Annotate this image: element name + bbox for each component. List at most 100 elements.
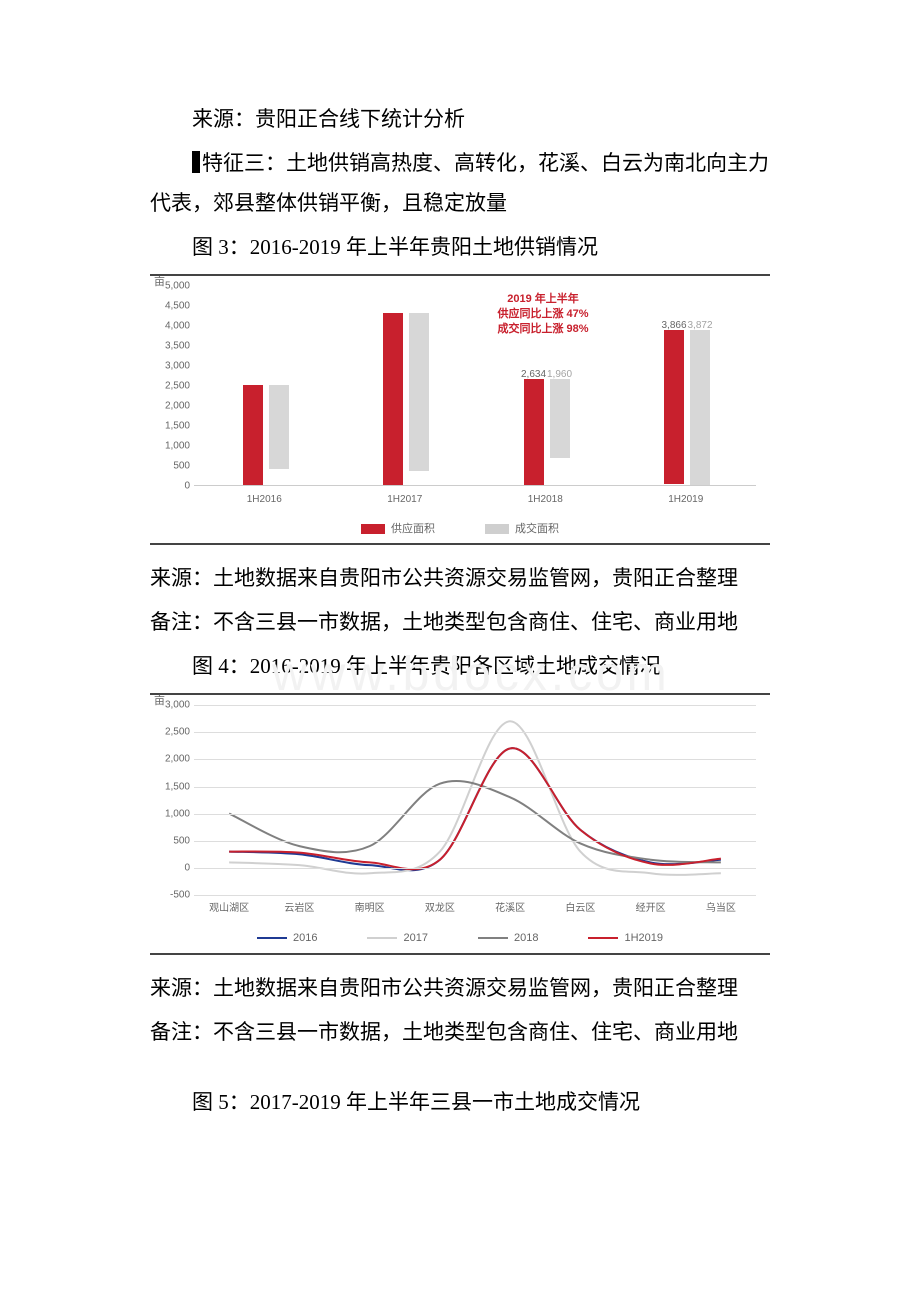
bar bbox=[383, 313, 403, 485]
legend-2018: 2018 bbox=[478, 928, 538, 949]
bar-xtick: 1H2017 bbox=[335, 490, 476, 509]
line-xtick: 南明区 bbox=[335, 899, 405, 918]
line-ytick: 0 bbox=[156, 858, 190, 877]
bar-legend: 供应面积 成交面积 bbox=[154, 519, 766, 540]
line-ytick: 1,500 bbox=[156, 777, 190, 796]
line-ytick: -500 bbox=[156, 886, 190, 905]
line-swatch-icon bbox=[257, 937, 287, 939]
line-xtick: 经开区 bbox=[616, 899, 686, 918]
bar-xtick: 1H2019 bbox=[616, 490, 757, 509]
legend-1h2019: 1H2019 bbox=[588, 928, 663, 949]
bar-xtick: 1H2016 bbox=[194, 490, 335, 509]
line-xtick: 观山湖区 bbox=[194, 899, 264, 918]
legend-label: 2016 bbox=[293, 932, 317, 944]
legend-label: 供应面积 bbox=[391, 523, 435, 535]
bar-annotation: 2019 年上半年 供应同比上涨 47% 成交同比上涨 98% bbox=[497, 292, 588, 338]
line-series bbox=[229, 781, 721, 862]
fig4-title-wrap: 图 4：2016-2019 年上半年贵阳各区域土地成交情况 www.bdocx.… bbox=[150, 647, 770, 687]
bar: 3,866 bbox=[664, 330, 684, 485]
bar-group: 3,866 3,872 bbox=[652, 330, 722, 485]
bar: 1,960 bbox=[550, 379, 570, 457]
line-xtick: 白云区 bbox=[545, 899, 615, 918]
line-chart: 亩 -50005001,0001,5002,0002,5003,000 观山湖区… bbox=[150, 693, 770, 955]
bar-chart: 亩 2019 年上半年 供应同比上涨 47% 成交同比上涨 98% 05001,… bbox=[150, 274, 770, 546]
bar-ytick: 5,000 bbox=[156, 276, 190, 295]
bar-value-label: 3,872 bbox=[688, 316, 713, 335]
bar-group: 2,634 1,960 bbox=[512, 379, 582, 484]
annot-line2: 供应同比上涨 47% bbox=[497, 307, 588, 322]
swatch-red-icon bbox=[361, 524, 385, 534]
line-legend: 2016 2017 2018 1H2019 bbox=[154, 928, 766, 949]
bar: 3,872 bbox=[690, 330, 710, 485]
line-plot-area: 亩 -50005001,0001,5002,0002,5003,000 bbox=[194, 705, 756, 895]
swatch-grey-icon bbox=[485, 524, 509, 534]
bar-group bbox=[371, 313, 441, 485]
bar bbox=[269, 385, 289, 469]
legend-label: 2017 bbox=[403, 932, 427, 944]
bar-x-axis: 1H20161H20171H20181H2019 bbox=[194, 486, 756, 509]
bar-xtick: 1H2018 bbox=[475, 490, 616, 509]
bar-ytick: 3,500 bbox=[156, 336, 190, 355]
fig3-title: 图 3：2016-2019 年上半年贵阳土地供销情况 bbox=[150, 228, 770, 268]
grid-line bbox=[194, 705, 756, 706]
grid-line bbox=[194, 732, 756, 733]
legend-item-supply: 供应面积 bbox=[361, 519, 435, 540]
line-swatch-icon bbox=[478, 937, 508, 939]
bar-ytick: 500 bbox=[156, 456, 190, 475]
bar-ytick: 2,000 bbox=[156, 396, 190, 415]
line-xtick: 云岩区 bbox=[264, 899, 334, 918]
fig4-source: 来源：土地数据来自贵阳市公共资源交易监管网，贵阳正合整理 bbox=[150, 969, 770, 1009]
annot-line3: 成交同比上涨 98% bbox=[497, 322, 588, 337]
legend-label: 成交面积 bbox=[515, 523, 559, 535]
feature-label: 特征三： bbox=[202, 151, 286, 175]
bar bbox=[243, 385, 263, 485]
bar-value-label: 3,866 bbox=[662, 316, 687, 335]
fig3-note: 备注：不含三县一市数据，土地类型包含商住、住宅、商业用地 bbox=[150, 603, 770, 643]
fig4-note: 备注：不含三县一市数据，土地类型包含商住、住宅、商业用地 bbox=[150, 1013, 770, 1053]
bar-ytick: 3,000 bbox=[156, 356, 190, 375]
bar-value-label: 1,960 bbox=[547, 365, 572, 384]
line-svg bbox=[194, 705, 756, 895]
legend-label: 1H2019 bbox=[624, 932, 663, 944]
bar bbox=[409, 313, 429, 471]
annot-line1: 2019 年上半年 bbox=[497, 292, 588, 307]
bar-group bbox=[231, 385, 301, 485]
line-xtick: 乌当区 bbox=[686, 899, 756, 918]
grid-line bbox=[194, 841, 756, 842]
grid-line bbox=[194, 759, 756, 760]
bar-plot-area: 亩 2019 年上半年 供应同比上涨 47% 成交同比上涨 98% 05001,… bbox=[194, 286, 756, 486]
legend-2017: 2017 bbox=[367, 928, 427, 949]
line-ytick: 500 bbox=[156, 831, 190, 850]
grid-line bbox=[194, 814, 756, 815]
fig5-title: 图 5：2017-2019 年上半年三县一市土地成交情况 bbox=[150, 1083, 770, 1123]
bar-ytick: 0 bbox=[156, 476, 190, 495]
line-ytick: 3,000 bbox=[156, 696, 190, 715]
bar-ytick: 2,500 bbox=[156, 376, 190, 395]
black-marker-icon bbox=[192, 151, 200, 173]
line-xtick: 双龙区 bbox=[405, 899, 475, 918]
line-ytick: 2,500 bbox=[156, 723, 190, 742]
line-x-axis: 观山湖区云岩区南明区双龙区花溪区白云区经开区乌当区 bbox=[194, 895, 756, 918]
line-ytick: 1,000 bbox=[156, 804, 190, 823]
legend-item-deal: 成交面积 bbox=[485, 519, 559, 540]
fig4-title: 图 4：2016-2019 年上半年贵阳各区域土地成交情况 bbox=[192, 654, 661, 678]
line-ytick: 2,000 bbox=[156, 750, 190, 769]
fig3-source: 来源：土地数据来自贵阳市公共资源交易监管网，贵阳正合整理 bbox=[150, 559, 770, 599]
bar-ytick: 4,000 bbox=[156, 316, 190, 335]
line-swatch-icon bbox=[588, 937, 618, 939]
grid-line bbox=[194, 895, 756, 896]
bar: 2,634 bbox=[524, 379, 544, 484]
legend-2016: 2016 bbox=[257, 928, 317, 949]
bar-value-label: 2,634 bbox=[521, 365, 546, 384]
line-swatch-icon bbox=[367, 937, 397, 939]
source-line: 来源：贵阳正合线下统计分析 bbox=[150, 100, 770, 140]
legend-label: 2018 bbox=[514, 932, 538, 944]
grid-line bbox=[194, 787, 756, 788]
feature-three-para: 特征三：土地供销高热度、高转化，花溪、白云为南北向主力代表，郊县整体供销平衡，且… bbox=[150, 144, 770, 224]
bar-ytick: 4,500 bbox=[156, 296, 190, 315]
bar-ytick: 1,000 bbox=[156, 436, 190, 455]
line-series bbox=[229, 748, 721, 869]
bar-ytick: 1,500 bbox=[156, 416, 190, 435]
grid-line bbox=[194, 868, 756, 869]
line-xtick: 花溪区 bbox=[475, 899, 545, 918]
